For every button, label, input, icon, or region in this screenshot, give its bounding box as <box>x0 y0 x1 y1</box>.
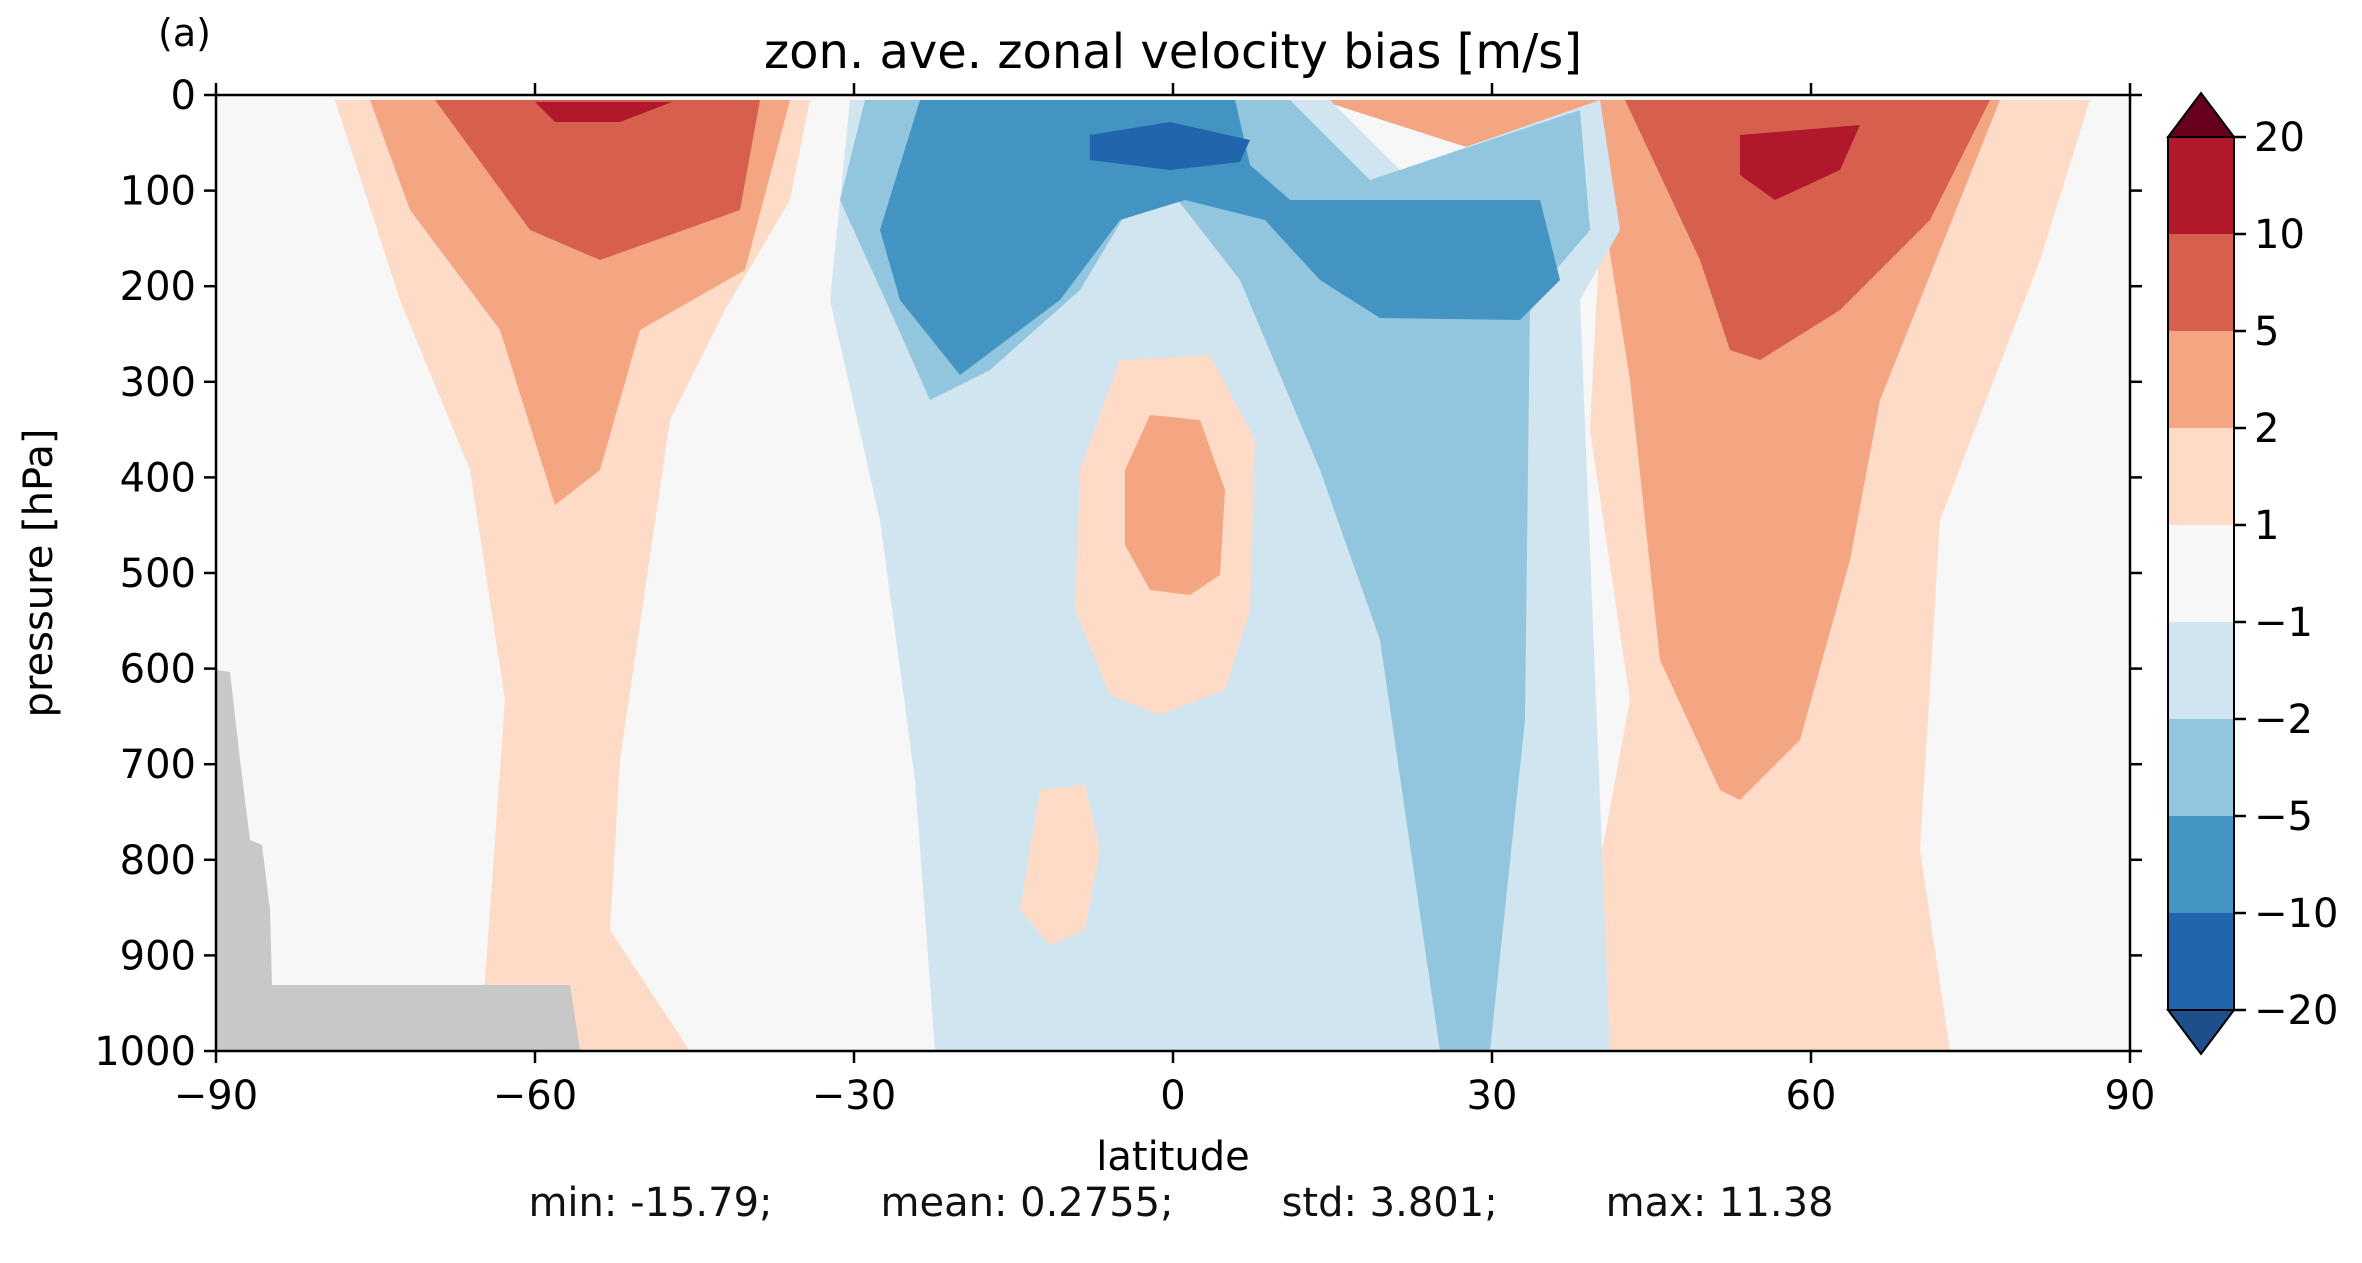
contour-eq-pos-2 <box>1125 415 1225 595</box>
y-tick-label: 100 <box>120 169 196 215</box>
y-tick-label: 400 <box>120 455 196 501</box>
contour-eq-neg-lower <box>1155 890 1245 1051</box>
colorbar-segment <box>2168 816 2234 913</box>
contour-tropics-neg-10 <box>1090 122 1250 170</box>
x-axis-label: latitude <box>1096 1134 1249 1180</box>
y-tick-label: 1000 <box>94 1029 196 1075</box>
colorbar-segment <box>2168 234 2234 331</box>
colorbar-tick-label: −20 <box>2254 988 2338 1034</box>
colorbar-frame <box>2167 136 2235 1011</box>
colorbar-segment <box>2168 137 2234 234</box>
y-tick-label: 500 <box>120 551 196 597</box>
colorbar-tick-label: 10 <box>2254 212 2305 258</box>
contour-tropics-neg-5 <box>880 100 1560 375</box>
colorbar-tick-label: 1 <box>2254 503 2279 549</box>
x-tick-label: −60 <box>493 1073 577 1119</box>
x-tick-label: −30 <box>812 1073 896 1119</box>
y-tick-label: 0 <box>171 73 196 119</box>
stat-max: max: 11.38 <box>1605 1180 1834 1226</box>
y-axis-label: pressure [hPa] <box>16 429 62 718</box>
colorbar-segment <box>2168 525 2234 622</box>
colorbar-segment <box>2168 331 2234 428</box>
stat-mean: mean: 0.2755; <box>880 1180 1174 1226</box>
x-tick-label: 0 <box>1160 1073 1185 1119</box>
x-axis: −90 −60 −30 0 30 60 90 <box>174 83 2156 1119</box>
stat-std: std: 3.801; <box>1281 1180 1498 1226</box>
x-tick-label: 30 <box>1467 1073 1518 1119</box>
colorbar-tick-label: 5 <box>2254 309 2279 355</box>
y-tick-label: 700 <box>120 742 196 788</box>
y-tick-label: 600 <box>120 647 196 693</box>
colorbar-extend-max <box>2166 91 2236 138</box>
missing-data-region <box>216 670 580 1051</box>
contour-nh-jet-10 <box>1740 125 1860 200</box>
contour-sh-jet-10 <box>535 102 672 122</box>
colorbar-tick-label: 2 <box>2254 406 2279 452</box>
y-tick-label: 900 <box>120 933 196 979</box>
contour-tropics-neg-2 <box>840 100 1590 1051</box>
y-tick-label: 200 <box>120 264 196 310</box>
colorbar-segment <box>2168 719 2234 816</box>
contour-nh-jet-5 <box>1625 100 1990 360</box>
colorbar-segment <box>2168 428 2234 525</box>
y-tick-label: 300 <box>120 360 196 406</box>
colorbar-extend-min <box>2166 1009 2236 1056</box>
colorbar-tick-label: −1 <box>2254 600 2313 646</box>
colorbar-tick-label: −2 <box>2254 697 2313 743</box>
stats-line: min: -15.79; mean: 0.2755; std: 3.801; max:… <box>0 1180 2362 1226</box>
x-tick-label: −90 <box>174 1073 258 1119</box>
colorbar-tick-label: −5 <box>2254 794 2313 840</box>
x-tick-label: 60 <box>1786 1073 1837 1119</box>
panel-label: (a) <box>158 11 211 55</box>
colorbar: −20 −10 −5 −2 −1 1 2 5 10 20 <box>2166 91 2338 1056</box>
contour-sh-jet-5 <box>435 100 760 260</box>
y-axis: 0 100 200 300 400 500 600 700 800 900 1000 <box>94 73 2142 1075</box>
colorbar-segment <box>2168 913 2234 1010</box>
contour-eq-pos-lower <box>1020 785 1100 945</box>
x-tick-label: 90 <box>2105 1073 2156 1119</box>
chart-title: zon. ave. zonal velocity bias [m/s] <box>764 24 1582 80</box>
colorbar-tick-label: 20 <box>2254 115 2305 161</box>
stat-min: min: -15.79; <box>528 1180 773 1226</box>
colorbar-segment <box>2168 622 2234 719</box>
y-tick-label: 800 <box>120 838 196 884</box>
contour-fields <box>216 95 2130 1051</box>
contour-sh-jet-1 <box>335 100 810 1051</box>
colorbar-tick-label: −10 <box>2254 891 2338 937</box>
